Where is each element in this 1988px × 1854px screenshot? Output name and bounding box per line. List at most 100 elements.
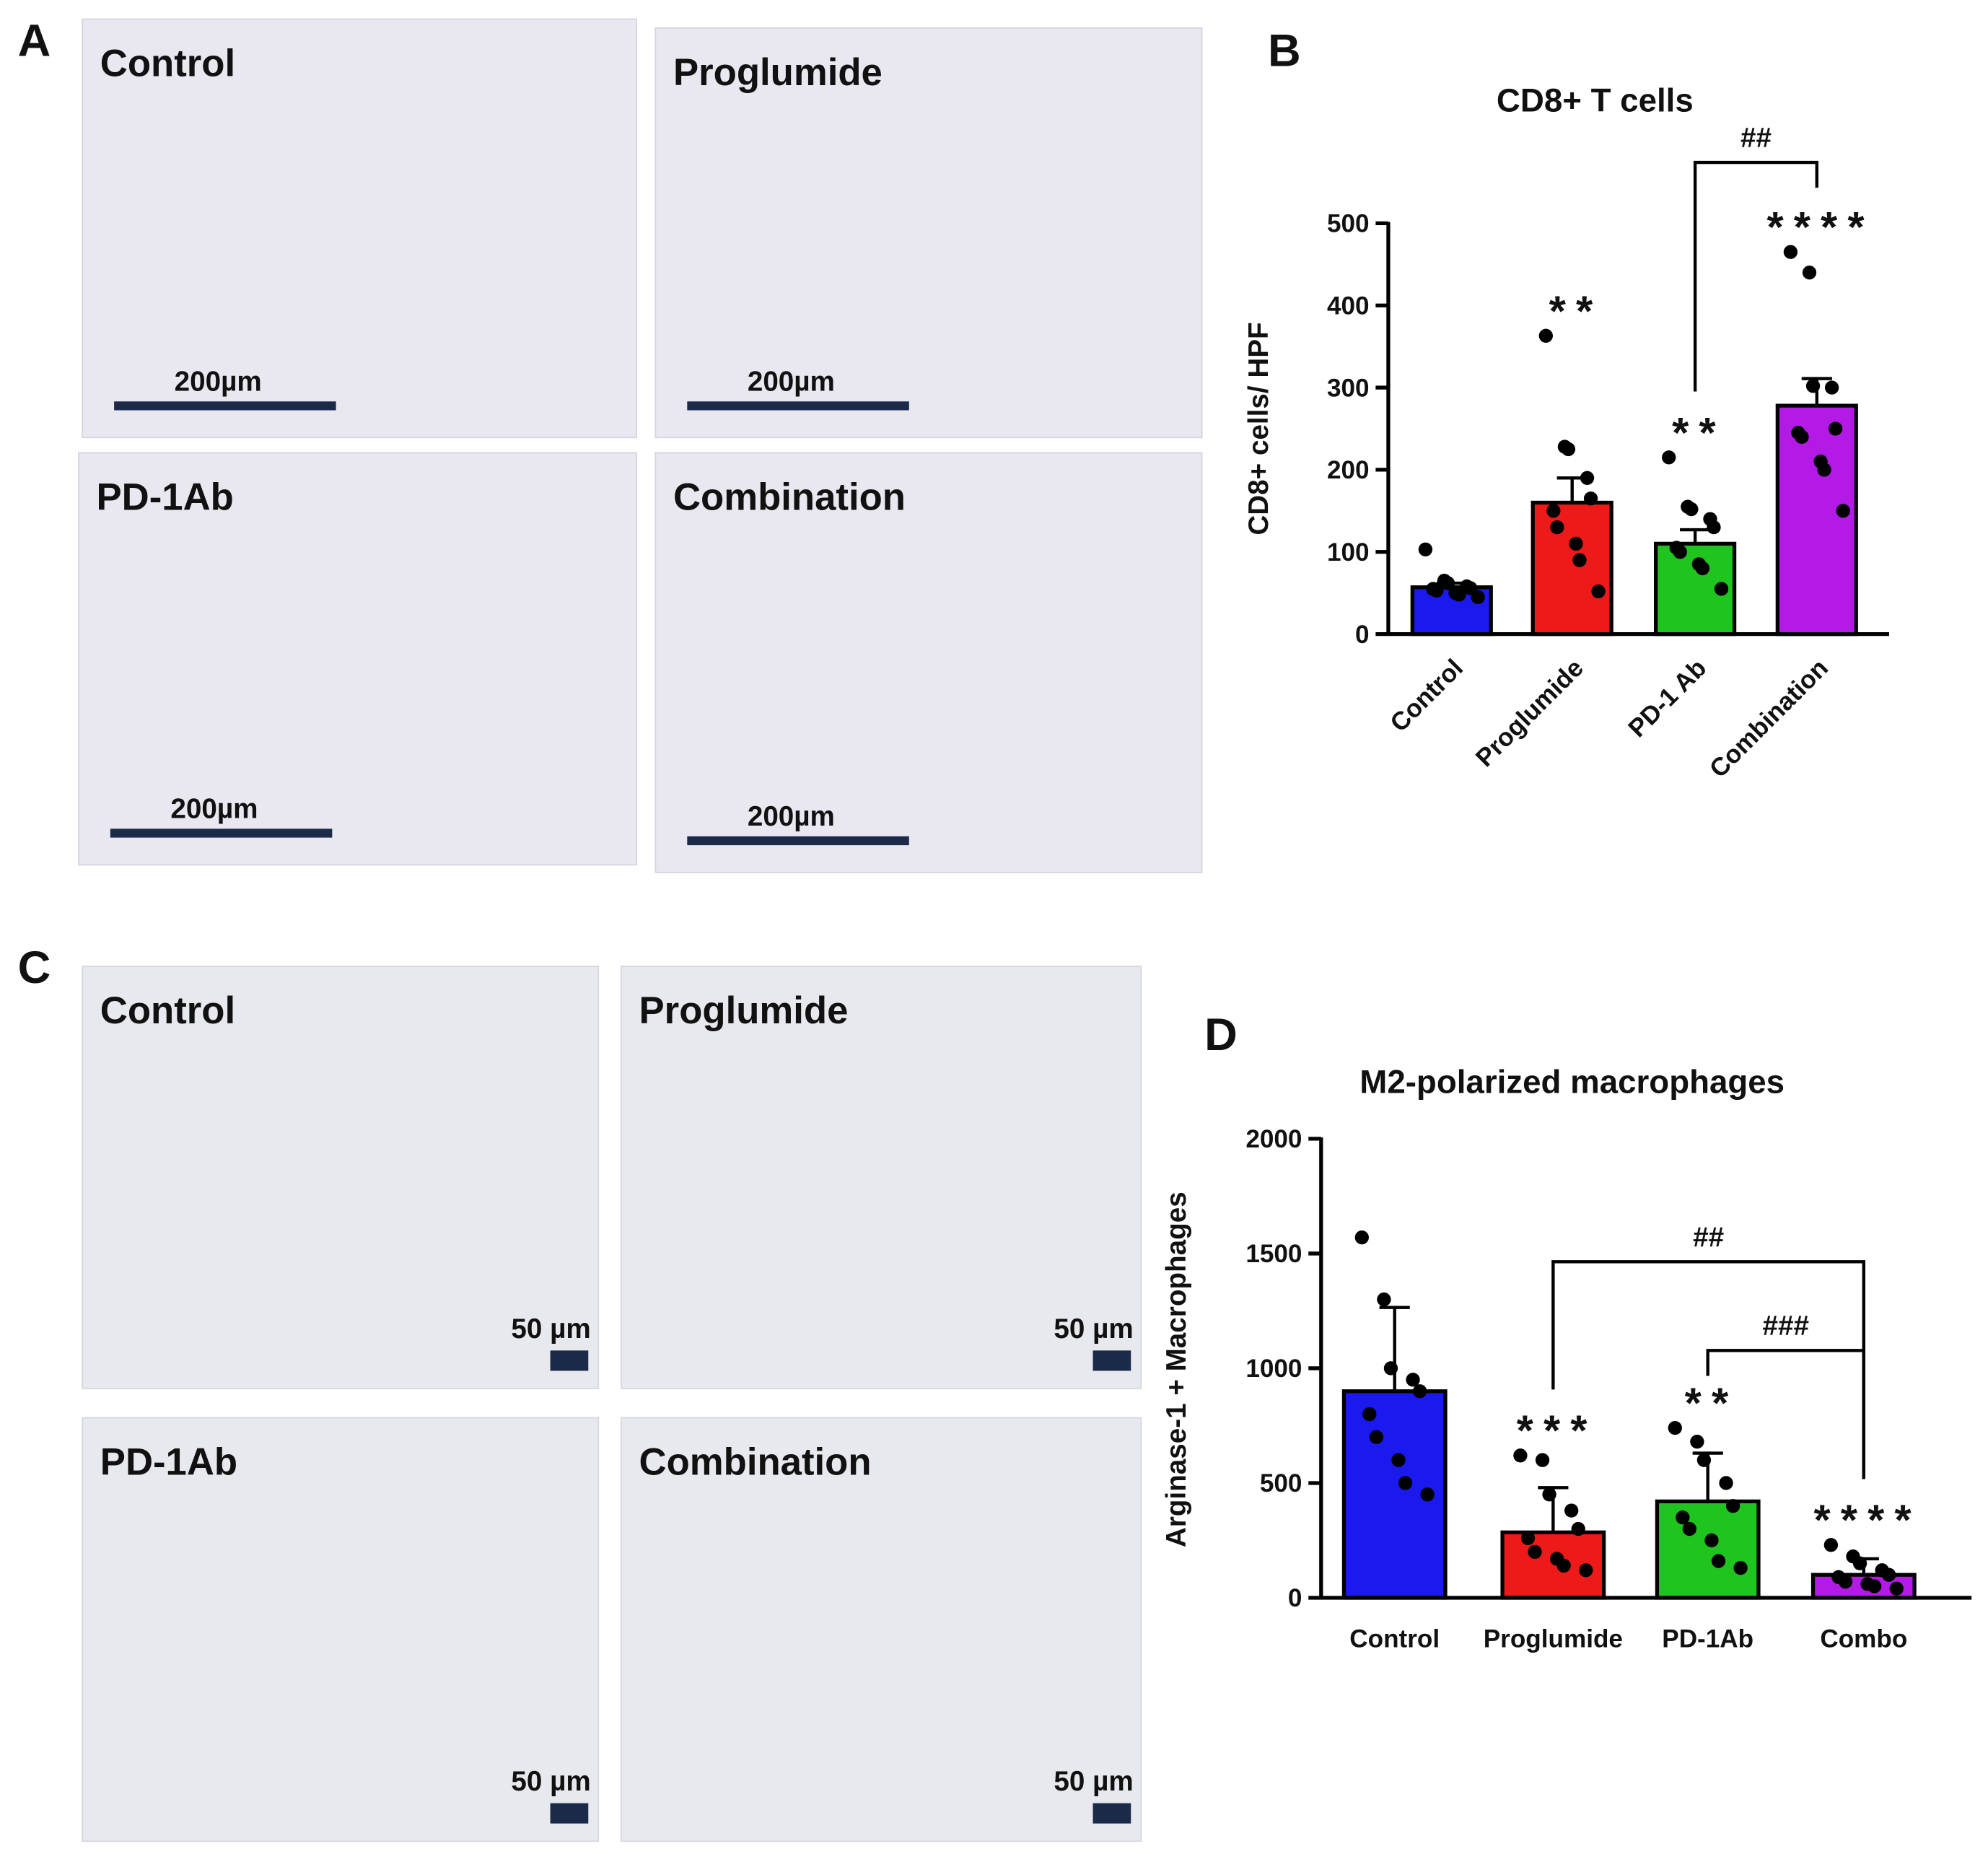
y-axis-label: CD8+ cells/ HPF (1243, 322, 1274, 535)
data-point (1580, 471, 1595, 485)
significance-stars: **** (1813, 1496, 1921, 1544)
chart-title: CD8+ T cells (1497, 82, 1694, 119)
y-tick-label: 1500 (1245, 1240, 1302, 1268)
panel-letter: D (1204, 1010, 1238, 1060)
significance-stars: *** (1517, 1407, 1598, 1455)
tile-label: Control (100, 43, 235, 85)
data-point (1571, 1521, 1585, 1536)
x-tick-label: Control (1385, 654, 1468, 738)
data-point (1412, 1384, 1427, 1399)
data-point (1535, 1453, 1550, 1467)
tile-label: Control (100, 989, 235, 1032)
data-point (1391, 1453, 1406, 1467)
data-point (1802, 266, 1817, 280)
data-point (1440, 576, 1455, 590)
significance-stars: ** (1685, 1379, 1739, 1427)
significance-stars: **** (1766, 203, 1874, 251)
tile-label: Combination (673, 476, 906, 518)
data-point (1823, 1538, 1839, 1552)
y-tick-label: 100 (1327, 538, 1370, 567)
scale-bar-label: 200µm (175, 366, 262, 397)
significance-stars: ** (1549, 287, 1603, 335)
data-point (1852, 1556, 1867, 1570)
x-tick-label: Combo (1820, 1625, 1907, 1653)
data-point (1542, 1487, 1556, 1502)
tile-label: Proglumide (639, 989, 849, 1032)
y-tick-label: 300 (1327, 374, 1370, 402)
bracket-label: ## (1693, 1222, 1724, 1253)
data-point (1520, 1531, 1536, 1545)
tile-label: PD-1Ab (97, 476, 234, 518)
bar (1500, 1530, 1606, 1600)
data-point (1572, 553, 1587, 567)
data-point (1429, 583, 1444, 598)
x-tick-label: Combination (1704, 654, 1834, 783)
y-axis-label: Arginase-1 + Macrophages (1161, 1191, 1192, 1547)
data-point (1546, 504, 1561, 518)
scale-bar (1092, 1350, 1131, 1371)
data-point (1824, 380, 1839, 395)
micrograph (78, 452, 637, 866)
y-tick-label: 1000 (1245, 1355, 1302, 1383)
data-point (1418, 542, 1433, 557)
micrograph (82, 1417, 600, 1842)
x-tick-label: Proglumide (1484, 1625, 1623, 1653)
data-point (1682, 1521, 1697, 1536)
data-point (1528, 1544, 1542, 1560)
micrograph (621, 966, 1142, 1389)
data-point (1783, 245, 1798, 259)
scale-bar-label: 50 µm (1054, 1766, 1133, 1797)
micrograph (654, 452, 1203, 873)
data-point (1838, 1575, 1853, 1589)
data-point (1452, 587, 1466, 602)
data-point (1377, 1292, 1391, 1307)
data-point (1383, 1361, 1398, 1376)
x-tick-label: PD-1 Ab (1623, 654, 1712, 743)
data-point (1882, 1567, 1896, 1582)
data-point (1889, 1581, 1904, 1596)
y-tick-label: 500 (1327, 210, 1370, 238)
micrograph (82, 966, 600, 1389)
data-point (1690, 1435, 1704, 1449)
bracket-label: ### (1763, 1311, 1809, 1342)
y-tick-label: 2000 (1245, 1125, 1302, 1153)
data-point (1714, 582, 1729, 596)
data-point (1704, 1533, 1719, 1548)
x-tick-label: Proglumide (1471, 654, 1589, 772)
scale-bar-label: 50 µm (1054, 1313, 1133, 1344)
scale-bar-label: 200µm (170, 793, 258, 824)
scale-bar-label: 200µm (748, 801, 835, 832)
data-point (1564, 1503, 1579, 1518)
data-point (1362, 1407, 1377, 1422)
x-tick-label: PD-1Ab (1662, 1625, 1753, 1653)
significance-bracket (1693, 160, 1818, 392)
data-point (1867, 1579, 1882, 1593)
data-point (1354, 1230, 1369, 1245)
data-point (1538, 328, 1553, 344)
data-point (1795, 429, 1809, 445)
micrograph (82, 18, 637, 439)
data-point (1579, 1563, 1593, 1578)
data-point (1420, 1487, 1435, 1502)
data-point (1719, 1476, 1733, 1490)
data-point (1668, 1420, 1682, 1435)
data-point (1733, 1560, 1748, 1575)
y-tick-label: 0 (1288, 1584, 1302, 1612)
significance-stars: ** (1672, 408, 1726, 457)
panel-letter: C (18, 943, 51, 993)
data-point (1707, 520, 1721, 535)
tile-label: PD-1Ab (100, 1441, 237, 1484)
data-point (1711, 1554, 1726, 1568)
data-point (1725, 1499, 1740, 1513)
data-point (1556, 1558, 1571, 1573)
y-tick-label: 500 (1260, 1469, 1302, 1497)
data-point (1550, 520, 1564, 535)
bar (1775, 403, 1858, 637)
scale-bar (550, 1803, 589, 1824)
scale-bar-label: 50 µm (511, 1313, 590, 1344)
data-point (1398, 1476, 1413, 1490)
data-point (1406, 1373, 1420, 1387)
data-point (1561, 442, 1576, 457)
y-tick-label: 400 (1327, 292, 1370, 320)
